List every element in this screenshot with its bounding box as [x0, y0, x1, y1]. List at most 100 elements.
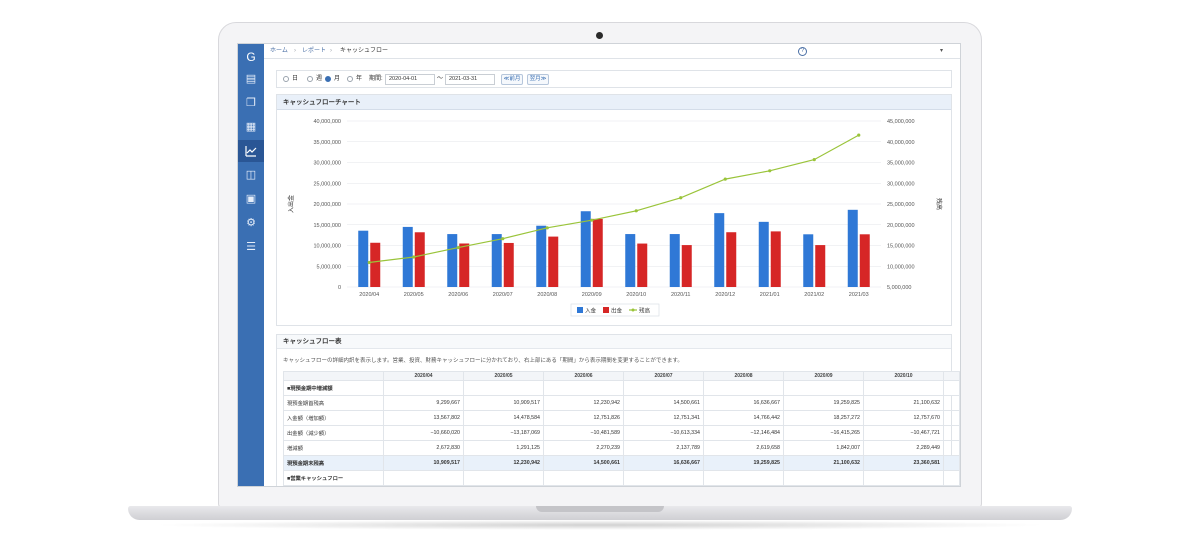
table-cell: [943, 410, 960, 426]
table-row: 出金額（減少額） −10,660,020 −13,187,069 −10,481,58…: [283, 425, 960, 441]
table-cell: [703, 380, 784, 396]
table-cell: −10,660,020: [383, 425, 464, 441]
report-icon[interactable]: ▦: [245, 121, 257, 133]
cashflow-chart-panel: キャッシュフローチャート 0 5,000,000 10,000,000 15,000,…: [276, 94, 952, 326]
bar-inflow: [447, 234, 458, 287]
column-header: [283, 371, 384, 381]
sidebar: G ▤ ❐ ▦ ◫ ▣ ⚙ ☰: [238, 44, 264, 486]
x-tick-label: 2020/10: [626, 292, 646, 298]
app-screen: G ▤ ❐ ▦ ◫ ▣ ⚙ ☰ ホーム › レポート › キャッシュフロー ? …: [237, 43, 961, 487]
camera-icon: [596, 32, 603, 39]
chevron-down-icon[interactable]: ▾: [940, 48, 944, 54]
documents-icon[interactable]: ❐: [246, 97, 256, 109]
bar-inflow: [669, 234, 680, 287]
table-cell: 14,478,584: [463, 410, 544, 426]
radio-week[interactable]: [307, 76, 313, 82]
chart-panel-title: キャッシュフローチャート: [277, 95, 951, 110]
radio-week-label: 週: [316, 76, 323, 82]
x-tick-label: 2020/05: [404, 292, 424, 298]
table-cell: 12,757,670: [863, 410, 944, 426]
y2-tick-label: 20,000,000: [887, 223, 915, 229]
balance-point: [723, 177, 727, 181]
bar-inflow: [536, 225, 547, 287]
bar-outflow: [548, 236, 559, 287]
list-icon[interactable]: ☰: [246, 241, 256, 253]
bar-outflow: [459, 243, 470, 287]
total-row: 現預金期末残高 10,909,517 12,230,942 14,500,661 16,…: [283, 455, 960, 471]
breadcrumb-separator: ›: [294, 48, 296, 54]
window-icon[interactable]: ▣: [245, 193, 257, 205]
table-cell: [623, 470, 704, 486]
table-cell: 2,619,658: [703, 440, 784, 456]
table-cell: 2,289,449: [863, 440, 944, 456]
radio-year[interactable]: [347, 76, 353, 82]
breadcrumb-home[interactable]: ホーム: [270, 48, 288, 54]
section-row: ■現預金期中増減額: [283, 380, 960, 396]
table-cell: 12,751,826: [543, 410, 624, 426]
table-cell: −10,481,589: [543, 425, 624, 441]
bar-outflow: [370, 242, 381, 287]
y2-tick-label: 35,000,000: [887, 161, 915, 167]
table-cell: [943, 440, 960, 456]
bar-inflow: [758, 221, 769, 287]
balance-point: [501, 237, 505, 241]
y2-tick-label: 10,000,000: [887, 264, 915, 270]
breadcrumb-current: キャッシュフロー: [340, 48, 389, 54]
table-cell: 2,137,789: [623, 440, 704, 456]
cashflow-table: 2020/04 2020/05 2020/06 2020/07 2020/08 2020/…: [283, 371, 960, 486]
table-cell: 16,636,667: [623, 455, 704, 471]
radio-month[interactable]: [325, 76, 331, 82]
chart-icon[interactable]: [238, 140, 264, 162]
balance-point: [367, 260, 371, 265]
table-cell: −13,187,069: [463, 425, 544, 441]
laptop-notch: [536, 506, 664, 512]
radio-year-label: 年: [356, 76, 363, 82]
start-date-input[interactable]: 2020-04-01: [385, 74, 435, 85]
x-tick-label: 2020/12: [715, 292, 735, 298]
table-row: 入金額（増加額） 13,567,802 14,478,584 12,751,826 12…: [283, 410, 960, 426]
breadcrumb-reports[interactable]: レポート: [302, 48, 327, 54]
table-cell: [943, 470, 960, 486]
help-icon[interactable]: ?: [798, 47, 807, 56]
y-tick-label: 10,000,000: [313, 244, 341, 250]
end-date-input[interactable]: 2021-03-31: [445, 74, 495, 85]
document-list-icon[interactable]: ▤: [245, 73, 257, 85]
bar-inflow: [491, 234, 502, 287]
legend-swatch-inflow: [577, 307, 583, 313]
table-cell: [943, 395, 960, 411]
table-panel-title: キャッシュフロー表: [277, 335, 951, 349]
bar-inflow: [847, 209, 858, 287]
y2-tick-label: 30,000,000: [887, 181, 915, 187]
table-cell: [783, 380, 864, 396]
breadcrumb-separator: ›: [330, 48, 332, 54]
table-cell: 10,909,517: [463, 395, 544, 411]
laptop-shadow: [150, 520, 1050, 530]
logo-icon[interactable]: G: [246, 50, 256, 64]
bar-outflow: [681, 245, 692, 287]
table-row: 増減額 2,672,830 1,291,125 2,270,239 2,137,789 2…: [283, 440, 960, 456]
y2-tick-label: 5,000,000: [887, 285, 911, 291]
period-label: 期間:: [369, 76, 383, 82]
x-tick-label: 2020/11: [671, 292, 690, 298]
bar-inflow: [358, 230, 369, 287]
radio-day-label: 日: [292, 76, 299, 82]
prev-month-button[interactable]: ≪前月: [501, 74, 523, 85]
bar-outflow: [637, 243, 648, 287]
laptop-base: [128, 506, 1072, 520]
gear-icon[interactable]: ⚙: [246, 217, 256, 229]
row-label: 出金額（減少額）: [283, 425, 384, 441]
column-header: 2020/05: [463, 371, 544, 381]
book-icon[interactable]: ◫: [245, 169, 257, 181]
y-tick-label: 0: [338, 285, 341, 291]
table-cell: 19,259,825: [783, 395, 864, 411]
table-cell: 12,230,942: [543, 395, 624, 411]
next-month-button[interactable]: 翌月≫: [527, 74, 549, 85]
table-row: 現預金期首残高 9,299,667 10,909,517 12,230,942 14,5…: [283, 395, 960, 411]
table-cell: [943, 455, 960, 471]
legend-swatch-outflow: [603, 307, 609, 313]
table-cell: −10,467,721: [863, 425, 944, 441]
table-description: キャッシュフローの詳細内訳を表示します。営業、投資、財務キャッシュフローに分かれ…: [283, 358, 683, 364]
radio-day[interactable]: [283, 76, 289, 82]
table-cell: [383, 470, 464, 486]
table-cell: 23,360,581: [863, 455, 944, 471]
